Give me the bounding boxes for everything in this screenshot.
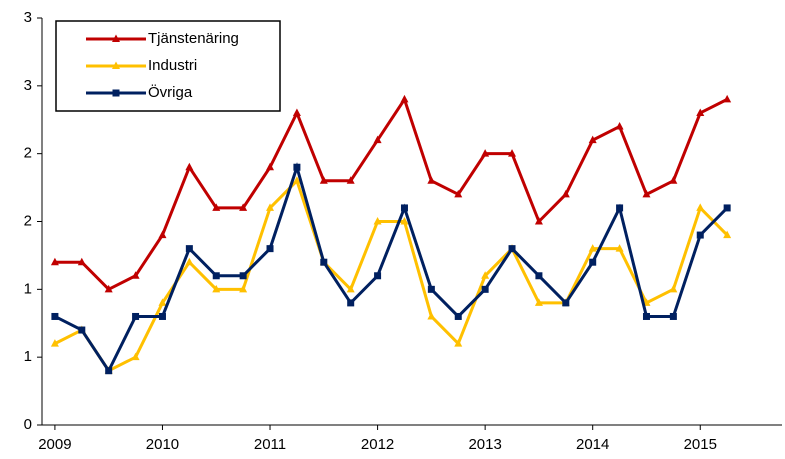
point: [508, 149, 517, 157]
point: [346, 176, 355, 184]
point: [535, 272, 543, 280]
legend-marker: [112, 34, 120, 42]
x-tick-label: 2009: [38, 436, 71, 453]
point: [696, 231, 704, 239]
point: [185, 257, 194, 266]
point: [292, 176, 301, 184]
point: [723, 94, 732, 103]
point: [454, 339, 463, 347]
point: [400, 217, 409, 225]
point: [346, 284, 355, 293]
point: [51, 312, 59, 320]
y-tick-label: 2: [24, 145, 32, 162]
point: [696, 108, 705, 116]
point: [212, 272, 220, 280]
point: [320, 258, 328, 266]
point: [534, 217, 543, 225]
point: [562, 299, 570, 307]
point: [239, 284, 248, 293]
x-tick-label: 2012: [361, 436, 394, 453]
point: [669, 284, 678, 293]
point: [669, 312, 677, 320]
point: [481, 271, 490, 279]
point: [50, 339, 59, 347]
point: [131, 271, 140, 279]
point: [642, 189, 651, 198]
y-tick-label: 3: [24, 9, 32, 26]
point: [131, 352, 140, 361]
series-line: [54, 95, 728, 292]
point: [427, 176, 436, 184]
point: [374, 272, 382, 280]
point: [615, 122, 624, 130]
point: [158, 312, 166, 320]
point: [239, 272, 247, 280]
point: [292, 108, 301, 116]
point: [104, 284, 113, 293]
series-line: [54, 162, 729, 374]
legend-marker: [112, 89, 120, 97]
point: [723, 230, 732, 239]
point: [212, 284, 221, 293]
point: [319, 176, 328, 184]
legend-label: Industri: [148, 57, 197, 74]
point: [588, 135, 597, 144]
point: [561, 189, 570, 198]
point: [588, 244, 597, 252]
legend-label: Övriga: [148, 83, 193, 101]
point: [400, 94, 409, 103]
y-tick-label: 3: [24, 77, 32, 94]
x-tick-label: 2010: [146, 436, 179, 453]
point: [158, 298, 167, 306]
point: [373, 135, 382, 144]
x-tick-label: 2013: [468, 436, 501, 453]
y-tick-label: 1: [24, 280, 32, 297]
point: [589, 258, 597, 266]
point: [347, 299, 355, 307]
legend-marker: [112, 61, 120, 69]
point: [185, 245, 193, 253]
point: [454, 312, 462, 320]
point: [212, 203, 221, 211]
x-tick-label: 2014: [576, 436, 609, 453]
point: [266, 203, 275, 211]
point: [132, 312, 140, 320]
point: [266, 162, 275, 171]
point: [427, 285, 435, 293]
point: [105, 367, 113, 375]
point: [78, 326, 86, 334]
point: [696, 203, 705, 211]
point: [373, 217, 382, 225]
point: [400, 204, 408, 212]
point: [77, 257, 86, 266]
y-tick-label: 0: [24, 416, 32, 433]
point: [534, 298, 543, 306]
point: [481, 149, 490, 157]
point: [508, 245, 516, 253]
y-tick-label: 1: [24, 348, 32, 365]
point: [185, 162, 194, 171]
point: [239, 203, 248, 211]
series-line: [54, 178, 729, 373]
point: [50, 257, 59, 266]
point: [454, 189, 463, 198]
point: [293, 163, 301, 171]
point: [158, 230, 167, 239]
point: [616, 204, 624, 212]
point: [723, 204, 731, 212]
point: [481, 285, 489, 293]
point: [642, 312, 650, 320]
legend-label: Tjänstenäring: [148, 30, 239, 47]
point: [669, 176, 678, 184]
point: [427, 311, 436, 320]
point: [615, 244, 624, 252]
y-tick-label: 2: [24, 212, 32, 229]
x-tick-label: 2015: [684, 436, 717, 453]
x-tick-label: 2011: [254, 436, 286, 453]
point: [266, 245, 274, 253]
